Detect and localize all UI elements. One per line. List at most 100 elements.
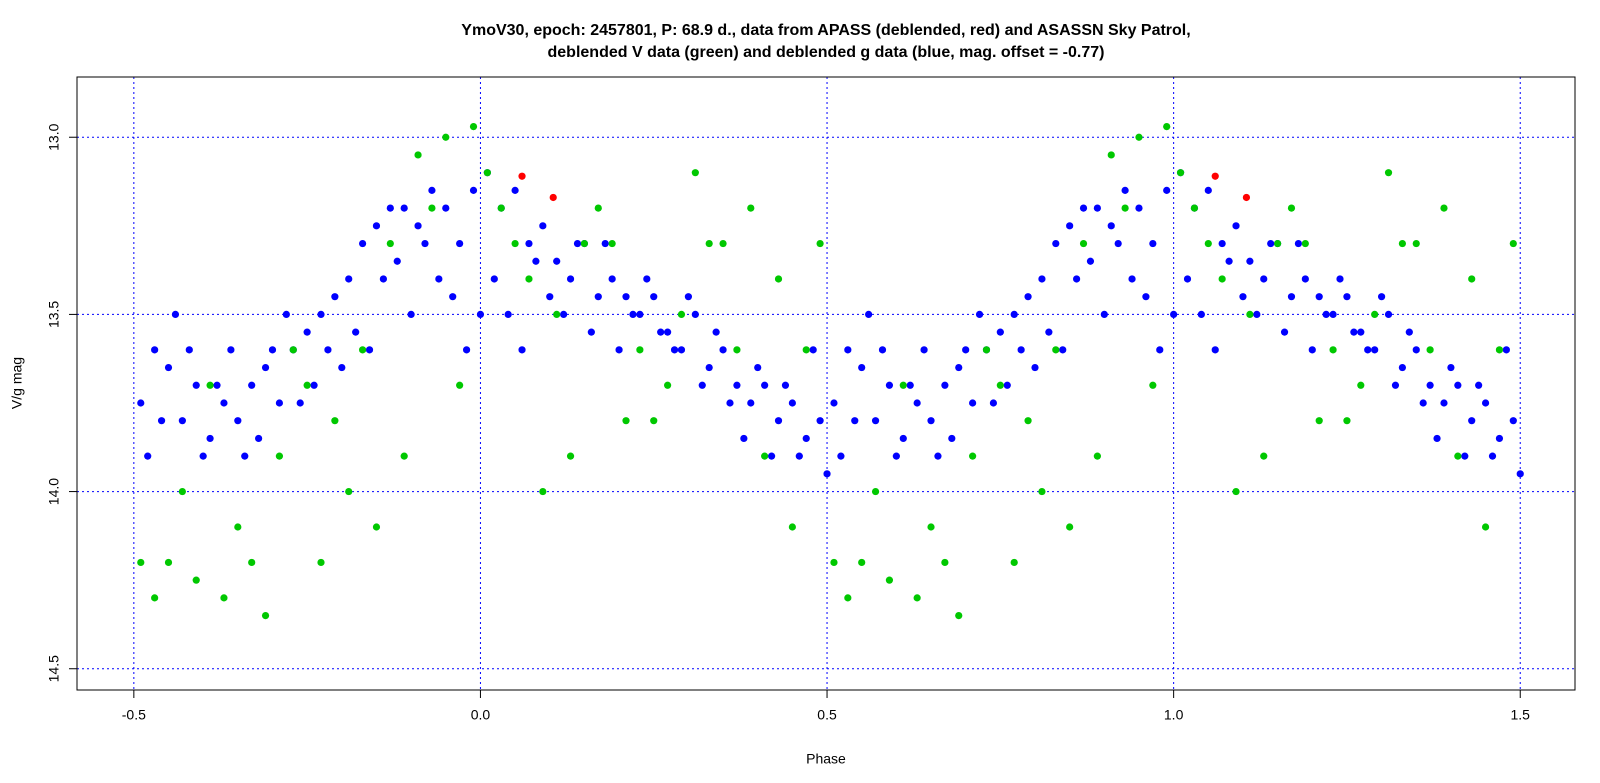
data-point [553,257,561,265]
data-point [657,328,665,336]
data-point [393,257,401,265]
data-point [1211,172,1219,180]
data-point [934,452,942,460]
data-point [331,293,339,301]
y-tick-label: 13.5 [46,301,62,328]
data-point [754,363,762,372]
data-point [816,417,824,425]
data-point [955,611,963,620]
data-point [435,275,443,283]
data-point [1371,310,1379,319]
data-point [1377,293,1386,301]
data-point [358,346,367,354]
data-point [1107,222,1115,230]
data-point [1239,293,1247,301]
data-point [941,381,949,389]
data-point [761,452,769,460]
data-point [1218,239,1226,248]
x-tick-label: 1.0 [1164,707,1184,723]
data-point [1066,222,1074,230]
data-point [1107,151,1115,159]
data-point [830,558,838,567]
data-point [275,399,284,407]
data-point [151,346,159,354]
data-point [941,558,949,567]
data-point [1322,310,1330,319]
data-point [788,399,796,407]
data-point [400,452,408,460]
data-point [1176,169,1185,177]
data-point [823,470,831,478]
data-point [1329,346,1337,354]
data-point [1246,257,1254,265]
x-tick-label: 1.5 [1511,707,1531,723]
data-point [1419,399,1427,407]
data-point [1426,346,1434,354]
data-point [1294,239,1303,248]
data-point [1031,363,1039,372]
data-point [1384,169,1393,177]
data-point [1100,310,1108,319]
data-point [539,222,547,230]
data-point [407,310,415,319]
data-point [927,417,935,425]
data-point [1232,487,1240,496]
data-point [414,151,422,159]
data-point [878,346,887,354]
data-point [310,381,318,389]
data-point [442,133,450,141]
data-point [261,363,270,372]
data-point [865,310,873,319]
data-point [372,222,381,230]
data-point [324,346,332,354]
data-point [178,417,186,425]
data-point [1412,239,1420,248]
data-point [927,523,935,531]
data-point [601,239,609,248]
data-point [303,381,311,389]
data-point [566,275,575,283]
data-point [1010,558,1018,567]
data-point [1426,381,1434,389]
data-point [1287,293,1296,301]
data-point [858,363,866,372]
data-point [1079,239,1088,248]
data-point [456,381,464,389]
data-point [1315,293,1323,301]
data-point [740,434,748,443]
data-point [372,523,381,531]
data-point [234,523,242,531]
x-axis-label: Phase [806,751,846,767]
data-point [996,381,1004,389]
x-tick-label: 0.0 [471,707,491,723]
data-point [1329,310,1337,319]
data-point [1225,257,1233,265]
data-point [206,434,214,443]
data-point [975,310,984,319]
data-point [1495,346,1504,354]
data-point [1121,186,1129,194]
data-point [719,346,727,354]
grid [77,77,1575,690]
data-point [747,399,755,407]
data-point [275,452,284,460]
data-point [525,239,533,248]
data-point [1079,204,1088,212]
data-point [1433,434,1441,443]
data-point [1038,487,1046,496]
data-point [1128,275,1136,283]
data-point [670,346,679,354]
data-point [352,328,360,336]
data-point [650,417,658,425]
data-point [137,558,145,567]
data-point [774,275,783,283]
data-point [920,346,928,354]
data-point [442,204,450,212]
data-point [164,558,173,567]
data-point [1315,417,1323,425]
data-point [781,381,790,389]
data-point [885,576,894,584]
data-point [1454,452,1462,460]
data-point [1059,346,1067,354]
